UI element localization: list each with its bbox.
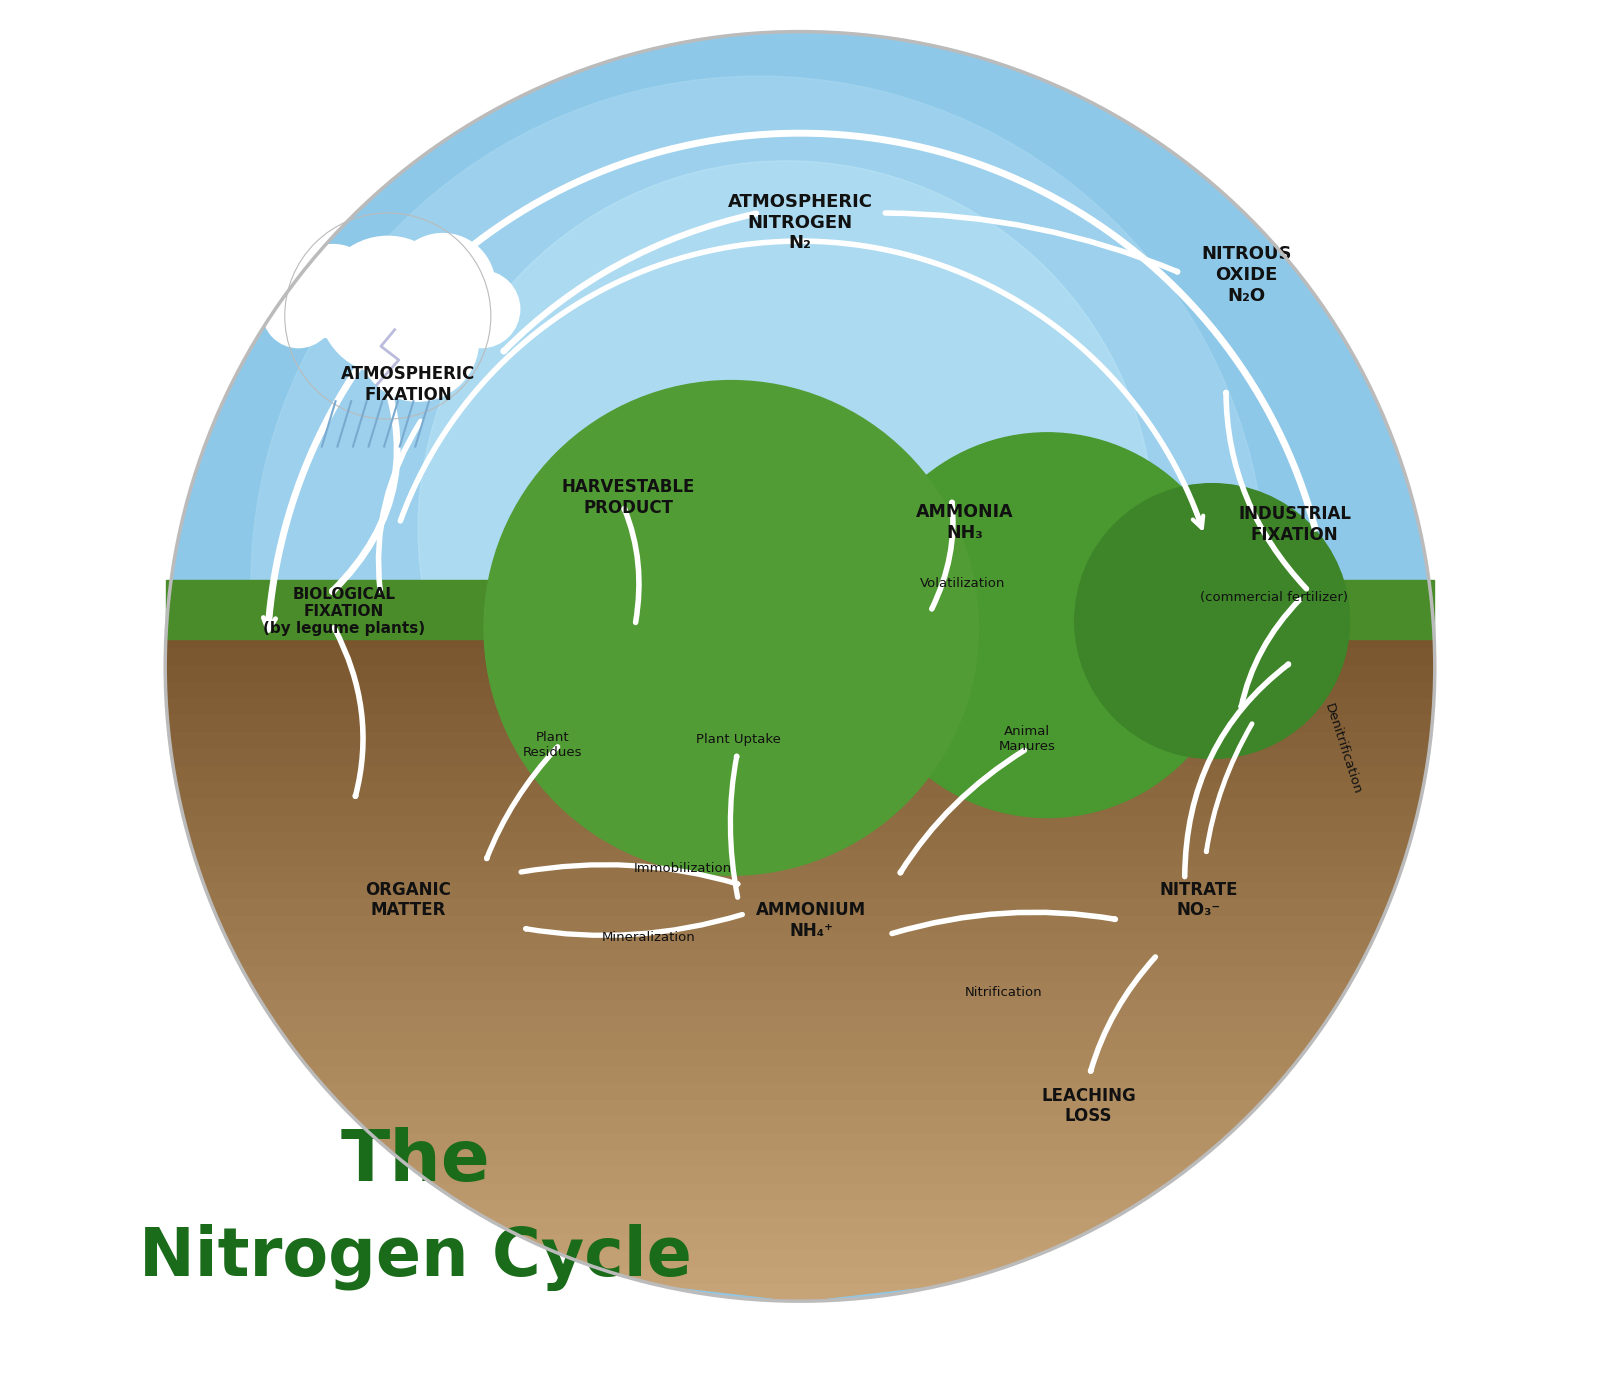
Polygon shape <box>165 665 1435 683</box>
Polygon shape <box>179 800 1421 816</box>
Polygon shape <box>336 1101 1264 1117</box>
FancyArrowPatch shape <box>486 746 558 859</box>
Text: Plant
Residues: Plant Residues <box>523 731 582 758</box>
Polygon shape <box>187 833 1413 849</box>
FancyArrowPatch shape <box>1184 664 1288 877</box>
FancyArrowPatch shape <box>624 508 638 622</box>
Polygon shape <box>166 580 1434 639</box>
FancyArrowPatch shape <box>504 213 757 352</box>
Polygon shape <box>389 1150 1211 1168</box>
Text: Immobilization: Immobilization <box>634 861 733 875</box>
Circle shape <box>262 276 334 348</box>
Polygon shape <box>166 716 1434 732</box>
FancyArrowPatch shape <box>333 353 397 591</box>
Circle shape <box>418 161 1155 897</box>
Polygon shape <box>282 1033 1318 1050</box>
Text: AMMONIUM
NH₄⁺: AMMONIUM NH₄⁺ <box>755 901 866 940</box>
Polygon shape <box>197 866 1403 883</box>
Polygon shape <box>485 1217 1115 1234</box>
Polygon shape <box>232 949 1368 967</box>
Text: HARVESTABLE
PRODUCT: HARVESTABLE PRODUCT <box>562 478 694 517</box>
FancyArrowPatch shape <box>379 422 421 589</box>
FancyArrowPatch shape <box>522 864 738 885</box>
Text: Animal
Manures: Animal Manures <box>998 725 1054 753</box>
Polygon shape <box>294 1050 1306 1068</box>
FancyArrowPatch shape <box>1091 956 1155 1072</box>
Text: NITRATE
NO₃⁻: NITRATE NO₃⁻ <box>1160 881 1238 919</box>
Circle shape <box>1075 484 1350 758</box>
FancyArrowPatch shape <box>1242 599 1299 706</box>
Polygon shape <box>216 916 1384 933</box>
Text: INDUSTRIAL
FIXATION: INDUSTRIAL FIXATION <box>1238 506 1350 544</box>
Polygon shape <box>165 683 1435 699</box>
Text: AMMONIA
NH₃: AMMONIA NH₃ <box>917 503 1014 541</box>
Circle shape <box>286 245 379 338</box>
Circle shape <box>251 76 1267 1092</box>
Polygon shape <box>173 765 1427 783</box>
Text: Nitrification: Nitrification <box>965 985 1042 999</box>
Polygon shape <box>597 1268 1003 1285</box>
Circle shape <box>165 32 1435 1301</box>
Circle shape <box>443 271 520 348</box>
Circle shape <box>390 234 494 338</box>
Text: LEACHING
LOSS: LEACHING LOSS <box>1042 1087 1136 1125</box>
Polygon shape <box>165 632 1435 649</box>
Text: Plant Uptake: Plant Uptake <box>696 732 781 746</box>
FancyArrowPatch shape <box>931 503 954 609</box>
Polygon shape <box>192 849 1408 866</box>
Text: Mineralization: Mineralization <box>602 930 696 944</box>
FancyArrowPatch shape <box>526 915 742 936</box>
Text: BIOLOGICAL
FIXATION
(by legume plants): BIOLOGICAL FIXATION (by legume plants) <box>262 587 426 636</box>
Polygon shape <box>240 967 1360 984</box>
Circle shape <box>854 433 1240 818</box>
Circle shape <box>357 280 478 401</box>
Polygon shape <box>224 933 1376 949</box>
FancyArrowPatch shape <box>334 628 363 797</box>
FancyArrowPatch shape <box>1206 724 1253 852</box>
Polygon shape <box>250 984 1350 1000</box>
Polygon shape <box>432 1184 1168 1201</box>
Circle shape <box>318 236 456 374</box>
Polygon shape <box>656 1285 944 1301</box>
Polygon shape <box>410 1168 1190 1184</box>
Polygon shape <box>182 816 1418 833</box>
Polygon shape <box>552 1250 1048 1268</box>
Polygon shape <box>203 883 1397 900</box>
Circle shape <box>483 381 979 875</box>
Text: The: The <box>341 1127 490 1195</box>
Text: Volatilization: Volatilization <box>920 577 1005 591</box>
Polygon shape <box>210 900 1390 916</box>
FancyArrowPatch shape <box>891 912 1115 933</box>
FancyArrowPatch shape <box>885 213 1178 272</box>
Text: ATMOSPHERIC
FIXATION: ATMOSPHERIC FIXATION <box>341 365 475 404</box>
Polygon shape <box>371 1134 1229 1150</box>
Polygon shape <box>517 1234 1083 1250</box>
FancyArrowPatch shape <box>730 756 738 897</box>
Polygon shape <box>270 1017 1330 1033</box>
Polygon shape <box>171 749 1429 765</box>
Polygon shape <box>166 699 1434 716</box>
Polygon shape <box>307 1068 1293 1084</box>
Polygon shape <box>176 783 1424 800</box>
Text: Denitrification: Denitrification <box>1322 702 1363 796</box>
Polygon shape <box>322 1084 1278 1101</box>
Polygon shape <box>168 732 1432 749</box>
Polygon shape <box>165 649 1435 665</box>
Text: Nitrogen Cycle: Nitrogen Cycle <box>139 1224 691 1290</box>
Polygon shape <box>354 1117 1246 1134</box>
Polygon shape <box>259 1000 1341 1017</box>
Text: ORGANIC
MATTER: ORGANIC MATTER <box>365 881 451 919</box>
Text: ATMOSPHERIC
NITROGEN
N₂: ATMOSPHERIC NITROGEN N₂ <box>728 192 872 253</box>
Polygon shape <box>458 1201 1142 1217</box>
Text: NITROUS
OXIDE
N₂O: NITROUS OXIDE N₂O <box>1202 245 1291 305</box>
Text: (commercial fertilizer): (commercial fertilizer) <box>1200 591 1349 605</box>
FancyArrowPatch shape <box>901 750 1024 872</box>
FancyArrowPatch shape <box>1226 393 1307 589</box>
